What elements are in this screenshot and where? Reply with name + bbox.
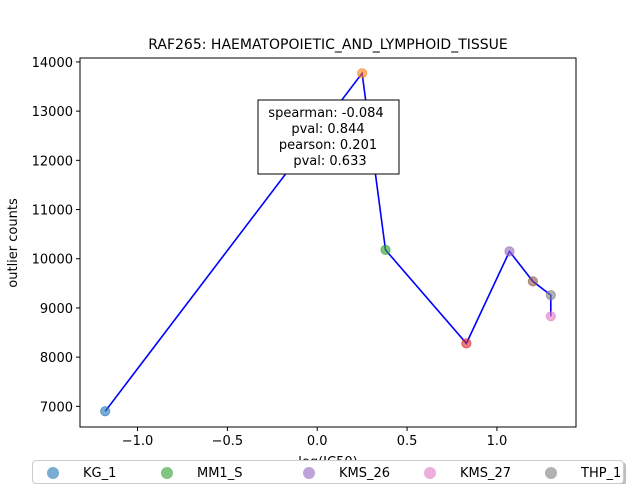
y-tick-label: 12000	[32, 154, 73, 169]
legend-label: KMS_26	[339, 465, 391, 481]
stats-box	[257, 99, 400, 175]
stats-spearman-pval: pval: 0.844	[291, 122, 364, 137]
legend-marker	[161, 467, 173, 479]
y-tick-label: 10000	[32, 253, 73, 268]
x-tick-label: −1.0	[122, 434, 154, 449]
y-tick-label: 11000	[32, 204, 73, 219]
data-point	[527, 276, 538, 287]
chart-title: RAF265: HAEMATOPOIETIC_AND_LYMPHOID_TISS…	[148, 37, 508, 53]
data-point	[100, 406, 111, 417]
data-point	[461, 338, 472, 349]
legend-label: THP_1	[581, 465, 622, 481]
data-point	[545, 311, 556, 322]
stats-pearson-pval: pval: 0.633	[293, 154, 366, 169]
legend: KG_1 MM1_S KMS_26 KMS_27 THP_1	[32, 460, 624, 484]
legend-marker	[303, 467, 315, 479]
legend-item-kms-27: KMS_27	[424, 464, 511, 482]
legend-label: KMS_27	[460, 465, 512, 481]
x-tick-label: 1.0	[487, 434, 508, 449]
data-point	[357, 68, 368, 79]
legend-item-kms-26: KMS_26	[303, 464, 390, 482]
legend-label: MM1_S	[197, 465, 243, 481]
legend-marker	[47, 467, 59, 479]
legend-item-kg-1: KG_1	[47, 464, 116, 482]
y-tick-label: 14000	[32, 56, 73, 71]
stats-annotation: spearman: -0.084 pval: 0.844 pearson: 0.…	[257, 99, 400, 175]
x-tick-label: 0.0	[307, 434, 328, 449]
y-axis: 7000 8000 9000 10000 11000 12000 13000 14000	[32, 56, 80, 415]
x-axis: −1.0 −0.5 0.0 0.5 1.0	[122, 427, 508, 449]
x-tick-label: 0.5	[397, 434, 418, 449]
legend-label: KG_1	[83, 465, 117, 481]
stats-pearson: pearson: 0.201	[279, 138, 377, 153]
y-tick-label: 9000	[40, 302, 73, 317]
y-axis-label: outlier counts	[6, 198, 21, 288]
stats-spearman: spearman: -0.084	[268, 106, 383, 121]
legend-item-mm1-s: MM1_S	[161, 464, 242, 482]
x-tick-label: −0.5	[212, 434, 244, 449]
legend-marker	[545, 467, 557, 479]
plot-frame	[79, 57, 577, 428]
data-points	[100, 68, 556, 417]
legend-item-thp-1: THP_1	[545, 464, 621, 482]
y-tick-label: 8000	[40, 351, 73, 366]
data-point	[504, 246, 515, 257]
legend-marker	[424, 467, 436, 479]
data-point	[380, 244, 391, 255]
y-tick-label: 7000	[40, 400, 73, 415]
data-point	[545, 290, 556, 301]
y-tick-label: 13000	[32, 105, 73, 120]
